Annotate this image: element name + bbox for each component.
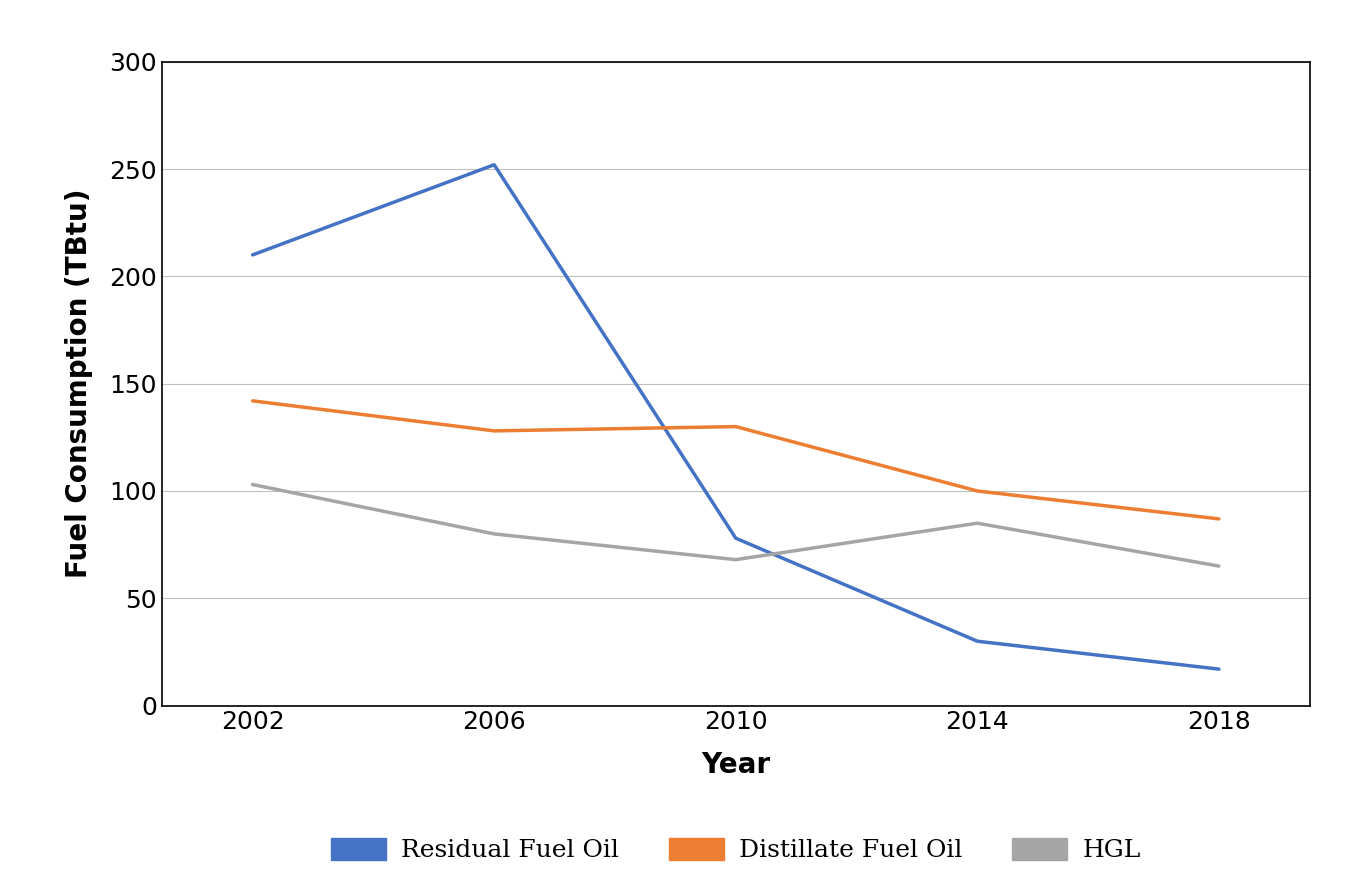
Residual Fuel Oil [486, 160, 502, 170]
HGL [728, 555, 744, 565]
HGL [1211, 561, 1227, 572]
Line: HGL: HGL [252, 484, 1219, 566]
X-axis label: Year: Year [701, 751, 771, 779]
Distillate Fuel Oil [728, 422, 744, 432]
Distillate Fuel Oil [969, 486, 986, 497]
Residual Fuel Oil [244, 250, 261, 260]
Distillate Fuel Oil [1211, 513, 1227, 524]
Residual Fuel Oil [1211, 664, 1227, 675]
Residual Fuel Oil [728, 533, 744, 543]
Distillate Fuel Oil [244, 395, 261, 406]
Residual Fuel Oil [969, 636, 986, 647]
HGL [969, 518, 986, 528]
Legend: Residual Fuel Oil, Distillate Fuel Oil, HGL: Residual Fuel Oil, Distillate Fuel Oil, … [321, 827, 1150, 872]
Line: Distillate Fuel Oil: Distillate Fuel Oil [252, 400, 1219, 519]
HGL [486, 528, 502, 539]
Distillate Fuel Oil [486, 426, 502, 437]
Line: Residual Fuel Oil: Residual Fuel Oil [252, 165, 1219, 669]
HGL [244, 479, 261, 490]
Y-axis label: Fuel Consumption (TBtu): Fuel Consumption (TBtu) [65, 189, 93, 579]
